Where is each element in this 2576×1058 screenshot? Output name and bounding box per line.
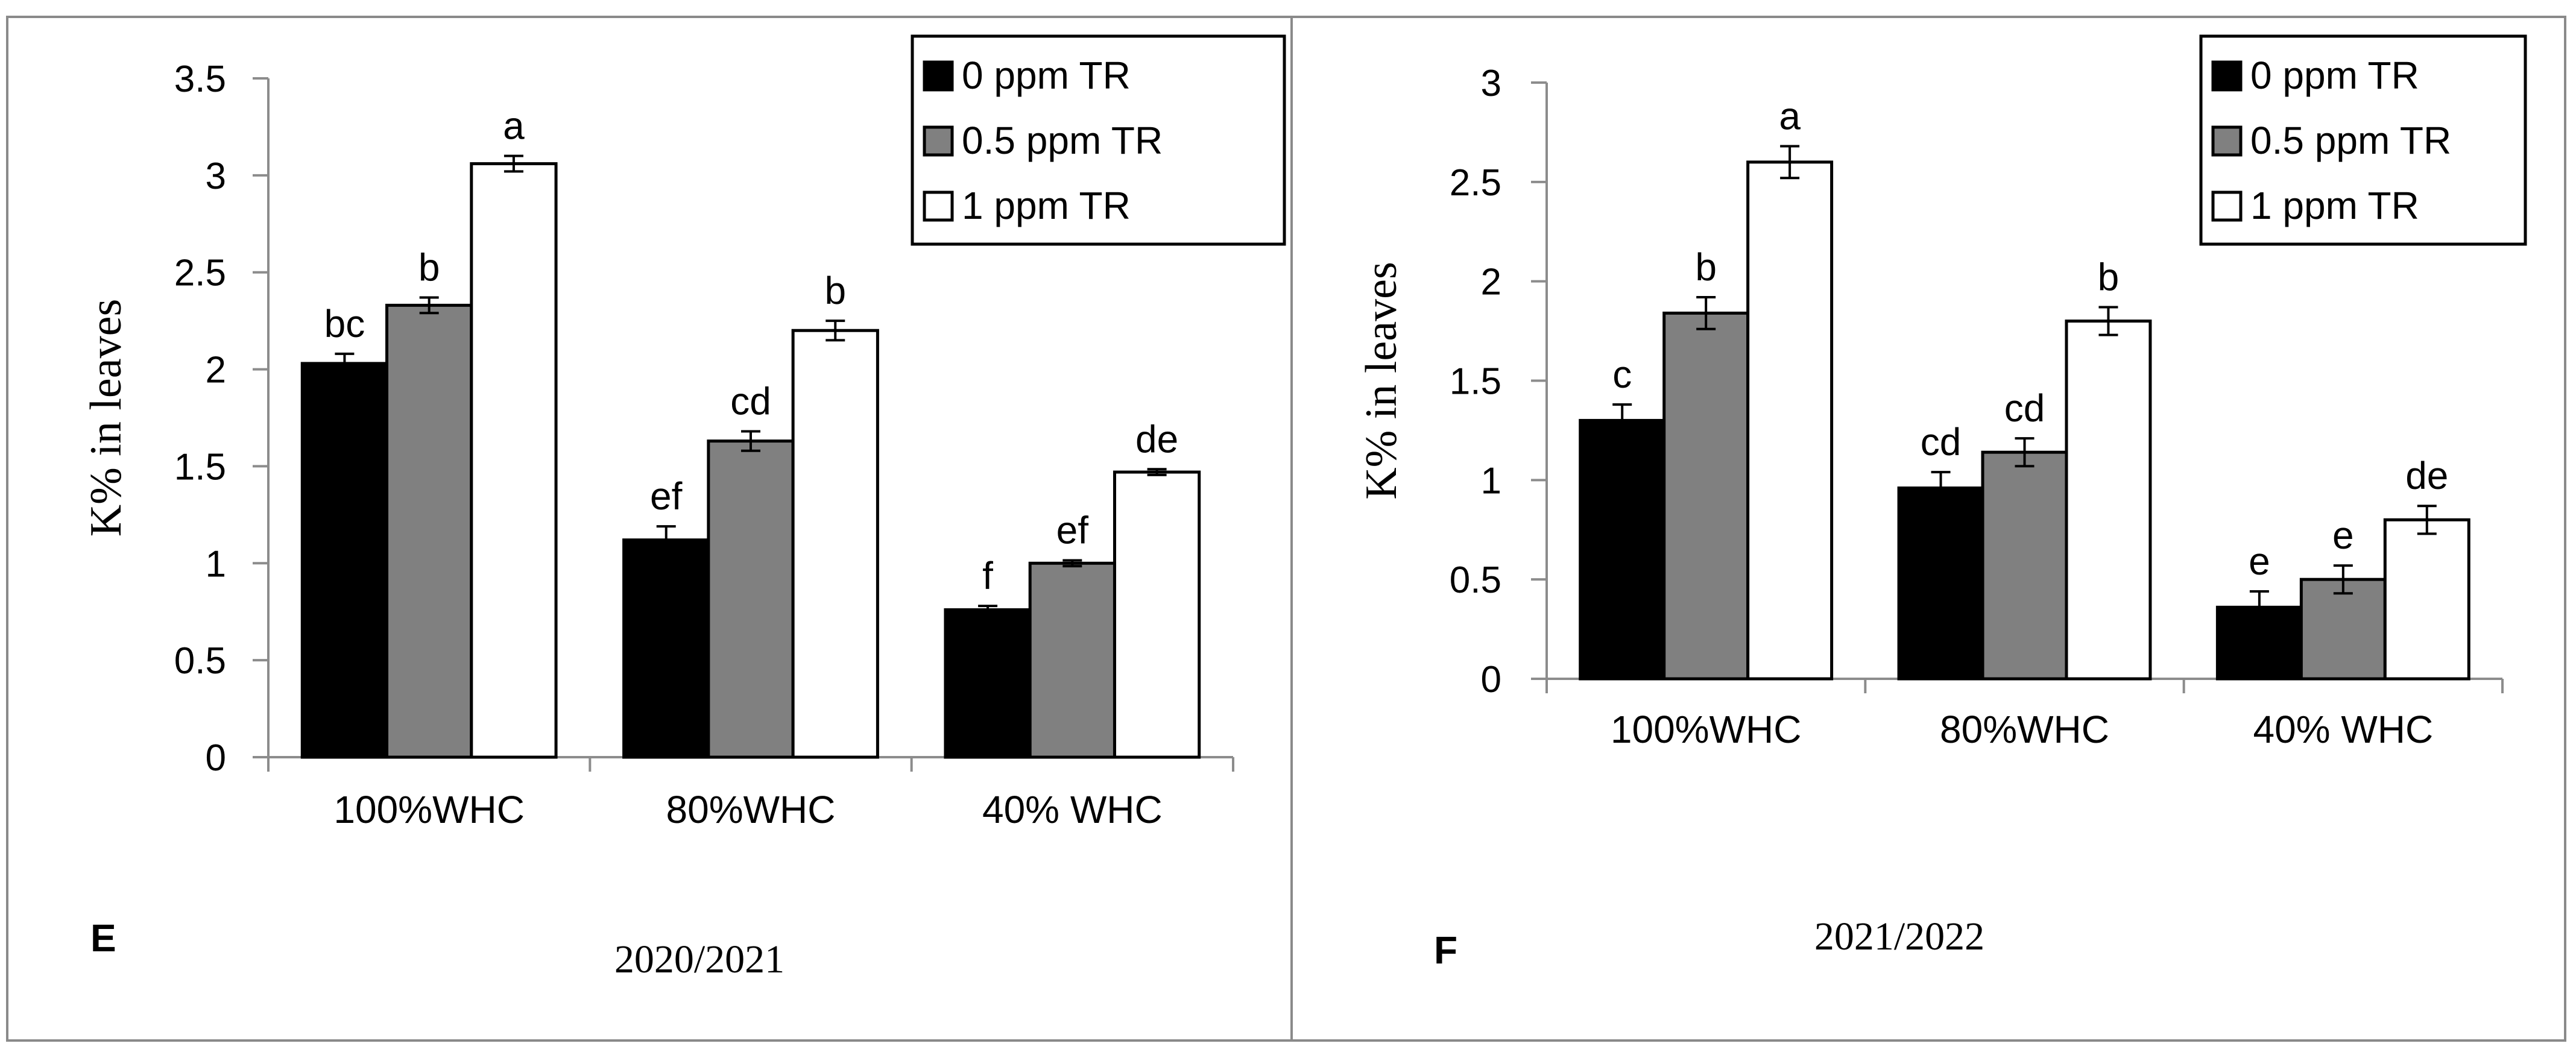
- y-tick-label: 3: [1481, 63, 1501, 104]
- x-category-label: 80%WHC: [1940, 708, 2109, 751]
- significance-letter: de: [1135, 417, 1178, 461]
- y-axis-label: K% in leaves: [1357, 262, 1406, 500]
- panel-divider: [1290, 16, 1293, 1042]
- significance-letter: c: [1612, 353, 1632, 396]
- bar: [2383, 518, 2470, 681]
- legend-label: 0 ppm TR: [962, 54, 1131, 97]
- significance-letter: a: [1779, 94, 1801, 137]
- significance-letter: cd: [730, 380, 771, 423]
- bar: [622, 538, 710, 759]
- significance-letter: b: [824, 269, 846, 312]
- bar: [791, 329, 879, 759]
- y-tick-label: 1.5: [1450, 361, 1501, 403]
- bar: [2299, 578, 2387, 681]
- y-tick-label: 3: [206, 156, 226, 197]
- legend-swatch: [2211, 60, 2243, 92]
- y-tick-label: 2.5: [174, 253, 226, 294]
- legend-swatch: [923, 191, 954, 222]
- significance-letter: ef: [650, 474, 683, 518]
- legend-label: 0.5 ppm TR: [962, 119, 1163, 162]
- significance-letter: de: [2405, 454, 2448, 497]
- y-tick-label: 0: [206, 737, 226, 779]
- bar: [2065, 320, 2152, 681]
- y-axis-label: K% in leaves: [81, 299, 131, 537]
- legend-swatch: [2211, 125, 2243, 157]
- significance-letter: b: [418, 246, 440, 289]
- significance-letter: e: [2332, 514, 2354, 557]
- significance-letter: bc: [324, 302, 365, 345]
- bar: [470, 162, 558, 759]
- significance-letter: cd: [2004, 386, 2045, 430]
- significance-letter: ef: [1056, 508, 1089, 552]
- bar: [1113, 470, 1201, 759]
- chart-title: 2021/2022: [1814, 915, 1984, 959]
- legend: 0 ppm TR 0.5 ppm TR 1 ppm TR: [2199, 34, 2527, 246]
- figure-frame: [6, 16, 2566, 1042]
- legend-swatch: [923, 125, 954, 157]
- significance-letter: e: [2249, 540, 2270, 583]
- y-tick-label: 0.5: [174, 640, 226, 682]
- y-tick-label: 2: [206, 350, 226, 391]
- legend-frame: [911, 34, 1286, 246]
- x-category-label: 100%WHC: [333, 788, 525, 831]
- significance-letter: cd: [1921, 420, 1962, 464]
- chart-title: 2020/2021: [614, 937, 784, 981]
- legend-frame: [2199, 34, 2527, 246]
- bar: [1579, 418, 1666, 681]
- x-category-label: 40% WHC: [2253, 708, 2433, 751]
- y-tick-label: 1: [206, 543, 226, 585]
- bar: [1981, 450, 2068, 681]
- legend-swatch: [2211, 191, 2243, 222]
- legend-label: 0.5 ppm TR: [2250, 119, 2451, 162]
- panel-label: F: [1434, 928, 1457, 972]
- x-category-label: 40% WHC: [982, 788, 1163, 831]
- y-tick-label: 3.5: [174, 58, 226, 100]
- chart-panel-e: 0 0.5 1 1.5 2 2.5 3 3.5 K% in leaves bc ef f b cd ef a b…: [81, 34, 1286, 981]
- bar: [944, 608, 1032, 759]
- bar: [707, 439, 795, 759]
- y-tick-label: 2.5: [1450, 162, 1501, 204]
- significance-letter: f: [982, 554, 993, 597]
- significance-letter: b: [2098, 256, 2120, 299]
- legend-label: 0 ppm TR: [2250, 54, 2419, 97]
- legend: 0 ppm TR 0.5 ppm TR 1 ppm TR: [911, 34, 1286, 246]
- bar: [1028, 561, 1116, 759]
- y-tick-label: 2: [1481, 262, 1501, 303]
- bar: [1897, 486, 1984, 681]
- significance-letter: b: [1695, 245, 1717, 289]
- y-tick-label: 1: [1481, 460, 1501, 502]
- y-tick-label: 0.5: [1450, 559, 1501, 601]
- legend-label: 1 ppm TR: [962, 184, 1131, 227]
- y-tick-label: 1.5: [174, 446, 226, 488]
- panel-label: E: [90, 916, 116, 960]
- x-category-label: 100%WHC: [1611, 708, 1802, 751]
- legend-swatch: [923, 60, 954, 92]
- bar: [1662, 311, 1750, 681]
- bar: [1746, 160, 1834, 681]
- bar: [385, 303, 473, 759]
- bar: [300, 362, 389, 759]
- legend-label: 1 ppm TR: [2250, 184, 2419, 227]
- chart-panel-f: 0 0.5 1 1.5 2 2.5 3 K% in leaves c cd e b cd e a b de 100…: [1357, 34, 2527, 972]
- x-category-label: 80%WHC: [666, 788, 836, 831]
- y-tick-label: 0: [1481, 659, 1501, 701]
- significance-letter: a: [503, 104, 525, 148]
